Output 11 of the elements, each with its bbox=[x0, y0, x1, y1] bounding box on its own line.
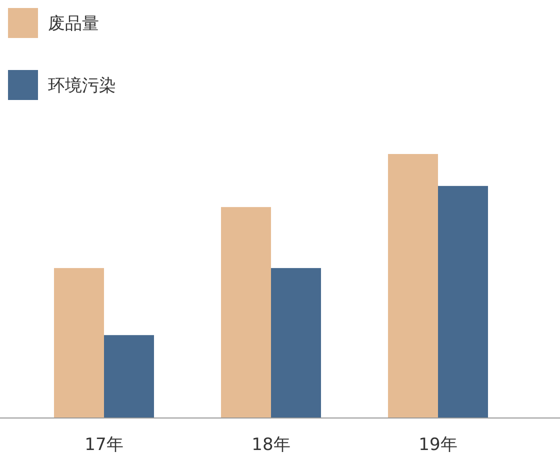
x-tick-label: 17年 bbox=[84, 435, 124, 453]
legend-label: 废品量 bbox=[48, 14, 99, 34]
x-tick-label: 18年 bbox=[252, 435, 290, 453]
x-tick-label: 19年 bbox=[418, 435, 458, 453]
bar bbox=[438, 186, 488, 418]
bar bbox=[54, 268, 104, 418]
bar bbox=[104, 335, 154, 418]
bar bbox=[221, 207, 271, 418]
bar bbox=[271, 268, 321, 418]
legend-label: 环境污染 bbox=[48, 76, 116, 96]
bar bbox=[388, 154, 438, 418]
